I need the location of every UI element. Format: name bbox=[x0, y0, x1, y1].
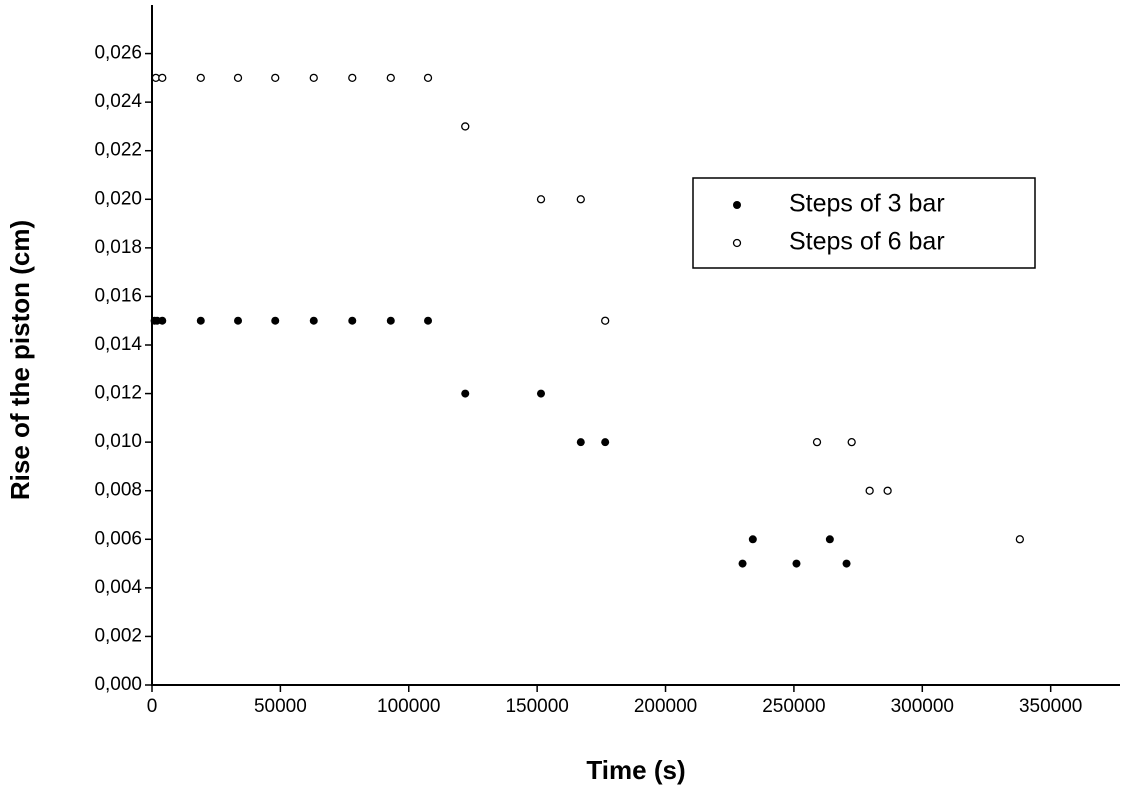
y-tick-label: 0,020 bbox=[94, 188, 142, 209]
x-tick-label: 50000 bbox=[254, 696, 307, 717]
point bbox=[738, 559, 747, 568]
x-axis-title: Time (s) bbox=[586, 755, 685, 785]
point bbox=[825, 535, 834, 544]
point bbox=[1015, 535, 1025, 544]
y-tick-label: 0,018 bbox=[94, 237, 142, 258]
y-tick-label: 0,000 bbox=[94, 674, 142, 695]
point bbox=[792, 559, 801, 568]
y-tick-label: 0,006 bbox=[94, 528, 142, 549]
y-tick-label: 0,012 bbox=[94, 383, 142, 404]
legend bbox=[692, 177, 1036, 269]
point bbox=[158, 316, 167, 325]
x-tick-label: 200000 bbox=[634, 696, 697, 717]
y-tick-label: 0,010 bbox=[94, 431, 142, 452]
point bbox=[847, 437, 856, 447]
point bbox=[865, 486, 874, 495]
point bbox=[196, 73, 205, 83]
y-tick-label: 0,002 bbox=[94, 625, 142, 646]
point bbox=[309, 316, 318, 325]
x-tick-label: 300000 bbox=[891, 696, 954, 717]
point bbox=[423, 73, 433, 83]
y-tick-label: 0,022 bbox=[94, 140, 142, 161]
point bbox=[576, 195, 585, 204]
point bbox=[576, 438, 585, 447]
point bbox=[461, 122, 470, 131]
x-tick-label: 250000 bbox=[762, 696, 825, 717]
point bbox=[271, 73, 280, 83]
legend-text: Steps of 6 bar bbox=[789, 228, 945, 256]
y-axis-title: Rise of the piston (cm) bbox=[5, 220, 35, 500]
x-tick-label: 100000 bbox=[377, 696, 440, 717]
legend-text: Steps of 3 bar bbox=[789, 190, 945, 218]
y-tick-label: 0,014 bbox=[94, 334, 142, 355]
point bbox=[536, 195, 546, 204]
point bbox=[812, 437, 822, 447]
point bbox=[233, 73, 243, 83]
point bbox=[271, 316, 280, 325]
point bbox=[842, 559, 851, 568]
point bbox=[386, 316, 395, 325]
point bbox=[309, 73, 318, 83]
point bbox=[348, 73, 357, 83]
point bbox=[601, 316, 610, 325]
y-tick-label: 0,016 bbox=[94, 285, 142, 306]
point bbox=[424, 316, 433, 325]
point bbox=[601, 438, 610, 447]
point bbox=[461, 389, 470, 398]
y-tick-label: 0,004 bbox=[94, 577, 142, 598]
point bbox=[386, 73, 395, 83]
legend-marker bbox=[733, 201, 741, 209]
y-tick-label: 0,024 bbox=[94, 91, 142, 112]
point bbox=[536, 389, 545, 398]
point bbox=[883, 486, 892, 495]
point bbox=[748, 535, 757, 544]
x-tick-label: 150000 bbox=[505, 696, 568, 717]
point bbox=[348, 316, 357, 325]
y-tick-label: 0,026 bbox=[94, 43, 142, 64]
legend-marker bbox=[732, 238, 742, 248]
point bbox=[234, 316, 243, 325]
point bbox=[158, 73, 167, 83]
point bbox=[196, 316, 205, 325]
y-tick-label: 0,008 bbox=[94, 480, 142, 501]
x-tick-label: 350000 bbox=[1019, 696, 1082, 717]
x-tick-label: 0 bbox=[147, 696, 158, 717]
